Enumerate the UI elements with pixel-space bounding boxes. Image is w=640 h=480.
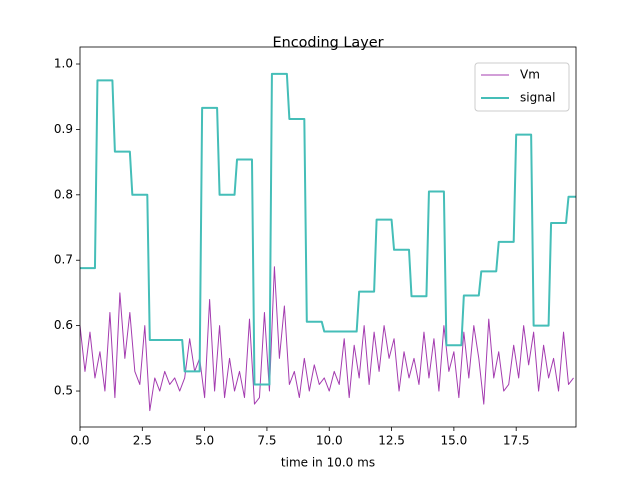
legend-label: signal bbox=[520, 91, 556, 105]
y-tick-label: 0.7 bbox=[54, 253, 73, 267]
line-series bbox=[80, 72, 576, 386]
x-tick-label: 17.5 bbox=[503, 434, 530, 448]
x-tick-label: 12.5 bbox=[378, 434, 405, 448]
x-axis-label: time in 10.0 ms bbox=[281, 456, 375, 470]
y-tick-label: 0.9 bbox=[54, 122, 73, 136]
axes-frame bbox=[79, 46, 577, 428]
x-tick-label: 2.5 bbox=[133, 434, 152, 448]
x-tick-label: 10.0 bbox=[316, 434, 343, 448]
y-tick-label: 0.6 bbox=[54, 318, 73, 332]
y-tick-label: 0.8 bbox=[54, 187, 73, 201]
y-tick-label: 0.5 bbox=[54, 384, 73, 398]
line-series bbox=[79, 266, 574, 412]
x-tick-label: 0.0 bbox=[70, 434, 89, 448]
x-tick-label: 7.5 bbox=[257, 434, 276, 448]
chart-title: Encoding Layer bbox=[272, 35, 383, 51]
legend-label: Vm bbox=[520, 68, 540, 82]
x-tick-label: 15.0 bbox=[441, 434, 468, 448]
x-tick-label: 5.0 bbox=[195, 434, 214, 448]
y-tick-label: 1.0 bbox=[54, 57, 73, 71]
